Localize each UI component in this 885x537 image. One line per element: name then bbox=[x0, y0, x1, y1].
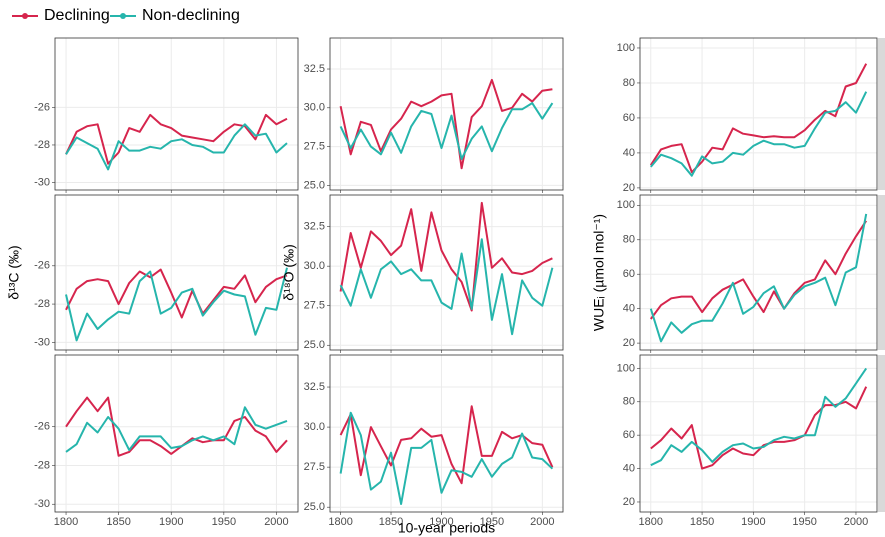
panel-border bbox=[329, 194, 564, 351]
series-line bbox=[339, 78, 553, 170]
panel-background bbox=[640, 195, 877, 350]
y-tick-label: 32.5 bbox=[304, 381, 325, 393]
series-line bbox=[649, 213, 868, 343]
y-tick-label: 60 bbox=[623, 268, 635, 280]
x-tick-label: 1900 bbox=[741, 516, 765, 528]
panel-background bbox=[55, 355, 298, 512]
panel-border bbox=[639, 37, 878, 191]
x-tick-label: 1850 bbox=[690, 516, 714, 528]
y-tick-label: 25.0 bbox=[304, 179, 325, 191]
x-tick-label: 1850 bbox=[379, 516, 403, 528]
panel-background bbox=[640, 38, 877, 190]
series-line bbox=[339, 201, 553, 312]
series-line bbox=[65, 396, 288, 457]
series-line bbox=[650, 91, 868, 177]
y-tick-label: 40 bbox=[623, 462, 635, 474]
y-tick-label: 30.0 bbox=[304, 102, 325, 114]
y-tick-label: -28 bbox=[34, 459, 50, 471]
y-tick-label: 32.5 bbox=[304, 63, 325, 75]
y-axis-title: δ¹³C (‰) bbox=[6, 245, 22, 299]
series-line bbox=[65, 113, 288, 165]
x-tick-label: 1900 bbox=[159, 516, 183, 528]
y-tick-label: 30.0 bbox=[304, 260, 325, 272]
y-tick-label: 25.0 bbox=[304, 339, 325, 351]
panel-border bbox=[639, 194, 878, 351]
y-tick-label: -26 bbox=[34, 260, 50, 272]
series-line bbox=[65, 267, 288, 342]
panel-border bbox=[54, 37, 299, 191]
x-tick-label: 1950 bbox=[212, 516, 236, 528]
x-tick-label: 1850 bbox=[106, 516, 130, 528]
series-line bbox=[650, 367, 868, 467]
y-axis-title: WUEᵢ (µmol mol⁻¹) bbox=[591, 214, 607, 331]
panel-background bbox=[640, 355, 877, 512]
y-tick-label: 100 bbox=[617, 42, 635, 54]
y-tick-label: 32.5 bbox=[304, 221, 325, 233]
y-tick-label: 60 bbox=[623, 429, 635, 441]
y-tick-label: 20 bbox=[623, 337, 635, 349]
x-tick-label: 1950 bbox=[480, 516, 504, 528]
facet-strip bbox=[878, 195, 885, 350]
y-tick-label: -28 bbox=[34, 139, 50, 151]
x-tick-label: 2000 bbox=[844, 516, 868, 528]
y-tick-label: 27.5 bbox=[304, 461, 325, 473]
y-tick-label: 25.0 bbox=[304, 501, 325, 513]
y-tick-label: -26 bbox=[34, 101, 50, 113]
panel-background bbox=[55, 38, 298, 190]
y-tick-label: 80 bbox=[623, 234, 635, 246]
legend-label: Declining bbox=[44, 7, 110, 24]
y-tick-label: 100 bbox=[617, 362, 635, 374]
series-line bbox=[65, 268, 288, 319]
panel-border bbox=[639, 354, 878, 513]
panel-border bbox=[329, 37, 564, 191]
y-tick-label: -30 bbox=[34, 336, 50, 348]
series-line bbox=[339, 411, 554, 505]
series-line bbox=[339, 238, 554, 336]
panel-background bbox=[330, 38, 563, 190]
panel-background bbox=[330, 355, 563, 512]
x-axis-title: 10-year periods bbox=[398, 520, 495, 536]
x-tick-label: 2000 bbox=[264, 516, 288, 528]
series-line bbox=[339, 405, 554, 485]
y-tick-label: 20 bbox=[623, 182, 635, 194]
series-line bbox=[649, 220, 868, 320]
x-tick-label: 1800 bbox=[328, 516, 352, 528]
series-line bbox=[65, 123, 288, 171]
x-tick-label: 2000 bbox=[530, 516, 554, 528]
facet-strip bbox=[878, 355, 885, 512]
y-tick-label: -28 bbox=[34, 298, 50, 310]
panel-background bbox=[55, 195, 298, 350]
series-line bbox=[339, 102, 554, 160]
y-tick-label: 80 bbox=[623, 77, 635, 89]
x-tick-label: 1950 bbox=[792, 516, 816, 528]
y-tick-label: 40 bbox=[623, 303, 635, 315]
panel-border bbox=[329, 354, 564, 513]
x-tick-label: 1900 bbox=[429, 516, 453, 528]
y-tick-label: 20 bbox=[623, 496, 635, 508]
y-tick-label: 100 bbox=[617, 199, 635, 211]
panel-border bbox=[54, 194, 299, 351]
y-tick-label: -30 bbox=[34, 176, 50, 188]
y-tick-label: 27.5 bbox=[304, 140, 325, 152]
y-tick-label: -30 bbox=[34, 498, 50, 510]
legend-marker bbox=[22, 13, 28, 19]
y-tick-label: 60 bbox=[623, 112, 635, 124]
y-tick-label: 40 bbox=[623, 147, 635, 159]
series-line bbox=[649, 63, 868, 174]
y-tick-label: 80 bbox=[623, 396, 635, 408]
legend-marker bbox=[120, 13, 126, 19]
y-tick-label: -26 bbox=[34, 421, 50, 433]
y-tick-label: 30.0 bbox=[304, 421, 325, 433]
series-line bbox=[65, 406, 288, 453]
x-tick-label: 1800 bbox=[54, 516, 78, 528]
x-tick-label: 1800 bbox=[639, 516, 663, 528]
series-line bbox=[650, 386, 868, 470]
y-axis-title: δ¹⁸O (‰) bbox=[281, 244, 297, 300]
y-tick-label: 27.5 bbox=[304, 300, 325, 312]
panel-border bbox=[54, 354, 299, 513]
facet-strip bbox=[878, 38, 885, 190]
legend-label: Non-declining bbox=[142, 7, 240, 24]
